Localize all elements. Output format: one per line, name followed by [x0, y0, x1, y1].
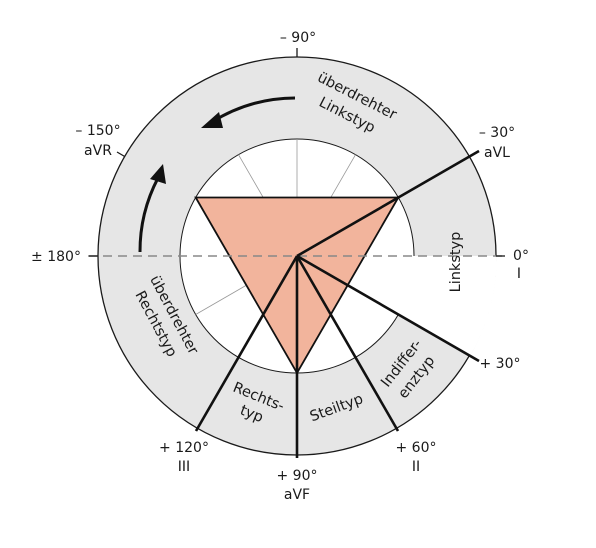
arrow-rechtstyp-arc	[138, 177, 160, 253]
label-avl: aVL	[484, 145, 510, 161]
label-minus150: – 150°	[75, 123, 120, 139]
label-plus120: + 120°	[159, 440, 209, 456]
arrow-rechtstyp-head-icon	[150, 164, 166, 184]
arrow-linkstyp-head-icon	[201, 112, 223, 128]
label-avr: aVR	[84, 143, 112, 159]
tick-marks	[89, 48, 505, 257]
axis-minus30	[296, 149, 480, 258]
axis-plus30	[296, 254, 480, 363]
label-plus60: + 60°	[396, 440, 437, 456]
axis-plus60	[295, 255, 400, 432]
label-lead-iii: III	[178, 459, 190, 475]
label-plusminus180: ± 180°	[31, 249, 81, 265]
label-avf: aVF	[284, 487, 310, 503]
lead-axes	[194, 149, 480, 458]
label-lead-i: I	[517, 266, 521, 282]
zone-linkstyp: Linkstyp	[448, 232, 464, 293]
label-plus30: + 30°	[480, 356, 521, 372]
label-plus90: + 90°	[277, 468, 318, 484]
label-minus30: – 30°	[479, 125, 515, 141]
label-lead-ii: II	[412, 459, 420, 475]
label-minus90: – 90°	[280, 30, 316, 46]
axis-plus120	[194, 255, 299, 432]
label-zero: 0°	[513, 248, 529, 264]
